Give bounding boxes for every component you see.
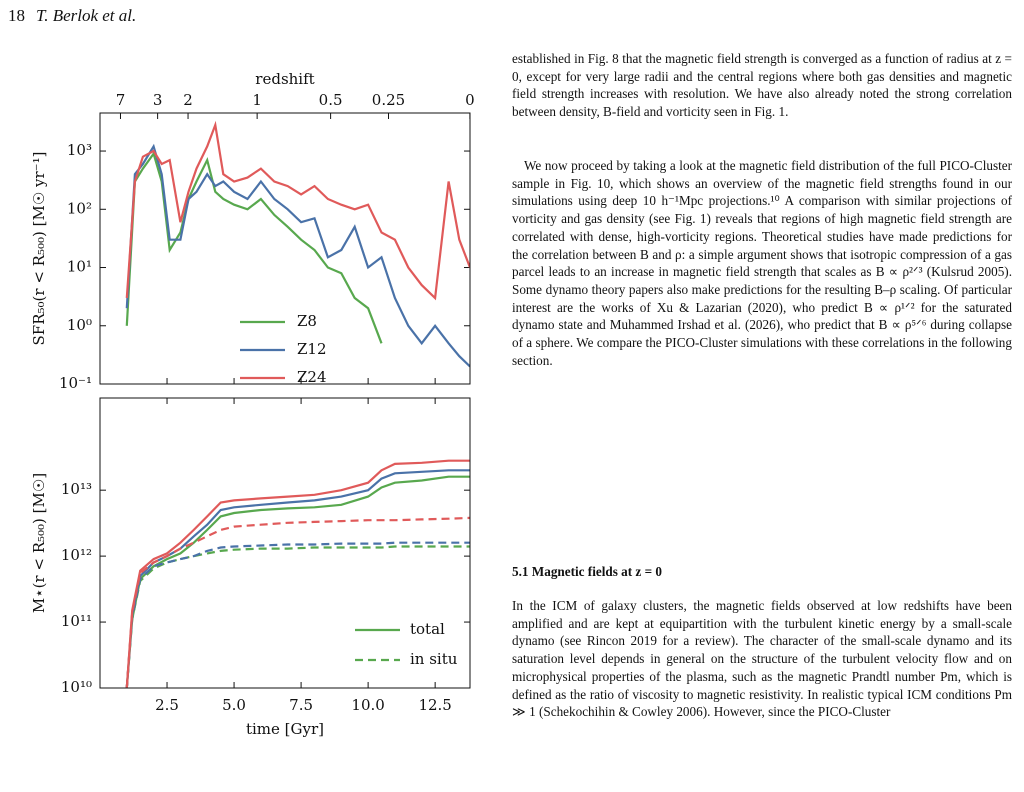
plot-frame (99, 397, 471, 689)
redshift-tick-label: 0.5 (319, 91, 343, 109)
redshift-tick-label: 3 (153, 91, 163, 109)
series-line (125, 120, 470, 301)
y-axis-label: M⋆(r < R₅₀₀) [M☉] (30, 473, 48, 613)
y-tick-label: 10⁻¹ (59, 374, 92, 392)
paragraph: We now proceed by taking a look at the m… (512, 158, 1012, 368)
legend-label: total (410, 620, 445, 638)
section-heading: 5.1 Magnetic fields at z = 0 (512, 564, 662, 579)
x-tick-label: 2.5 (155, 696, 179, 714)
x-tick-label: 12.5 (418, 696, 451, 714)
page-number: 18 (8, 6, 25, 25)
x-tick-label: 7.5 (289, 696, 313, 714)
paragraph: In the ICM of galaxy clusters, the magne… (512, 598, 1012, 720)
running-head: T. Berlok et al. (36, 6, 137, 25)
redshift-tick-label: 2 (183, 91, 193, 109)
legend-label: Z8 (297, 312, 317, 330)
x-axis-label: time [Gyr] (246, 720, 324, 738)
legend-label: Z24 (297, 368, 327, 386)
series-line (125, 459, 470, 688)
y-tick-label: 10¹ (67, 258, 92, 276)
series-line (125, 545, 470, 688)
y-tick-label: 10³ (67, 141, 92, 159)
series-line (125, 541, 470, 688)
legend-label: in situ (410, 650, 458, 668)
redshift-tick-label: 0.25 (372, 91, 405, 109)
figure: 10⁻¹ 10⁰ 10¹ 10² 10³ 7 3 2 1 0.5 0.25 0 redshift SFR₅… (30, 70, 475, 738)
y-axis-label: SFR₅₀(r < R₅₀₀) [M☉ yr⁻¹] (30, 152, 48, 346)
redshift-tick-label: 0 (465, 91, 475, 109)
y-tick-label: 10¹³ (61, 480, 92, 498)
series-line (127, 154, 460, 367)
series-line (125, 516, 470, 688)
x-tick-label: 10.0 (351, 696, 384, 714)
paragraph: established in Fig. 8 that the magnetic … (512, 51, 1012, 120)
y-tick-label: 10⁰ (67, 316, 92, 334)
legend-label: Z12 (297, 340, 327, 358)
y-tick-label: 10¹² (61, 546, 92, 564)
redshift-tick-label: 1 (252, 91, 262, 109)
x2-axis-label: redshift (255, 70, 314, 88)
y-tick-label: 10¹¹ (61, 612, 92, 630)
series-line (125, 143, 470, 368)
x-tick-label: 5.0 (222, 696, 246, 714)
plot-frame (99, 112, 471, 385)
y-tick-label: 10² (67, 199, 92, 217)
y-tick-label: 10¹⁰ (61, 678, 92, 696)
redshift-tick-label: 7 (116, 91, 126, 109)
